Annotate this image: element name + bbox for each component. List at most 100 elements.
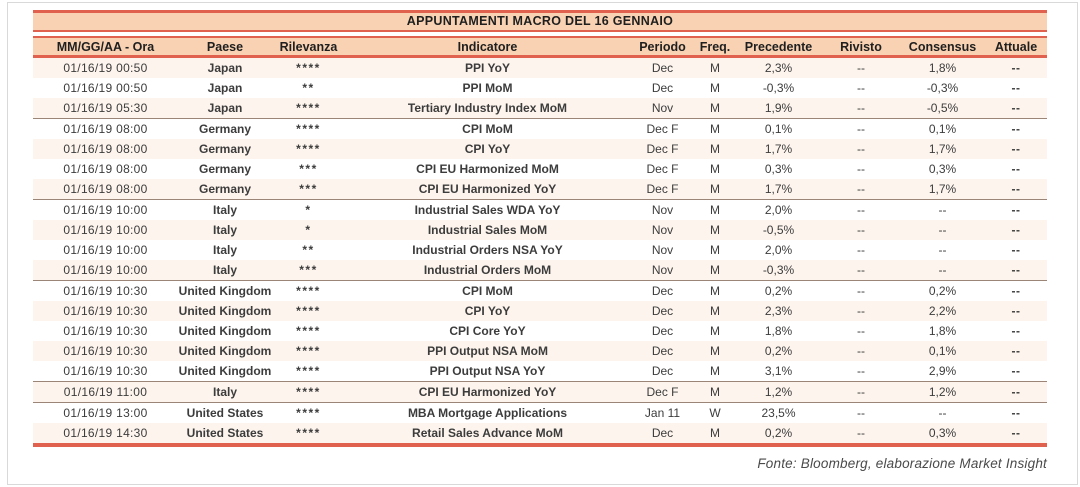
table-row: 01/16/19 10:30 United Kingdom **** PPI Outp…	[33, 361, 1047, 382]
cell-actual: --	[1011, 304, 1021, 318]
cell-revised: --	[857, 203, 865, 217]
cell-revised: --	[857, 162, 865, 176]
cell-freq: M	[710, 122, 720, 136]
cell-country: Italy	[178, 381, 272, 403]
cell-country: Germany	[198, 122, 252, 136]
cell-relevance: ***	[299, 162, 318, 176]
column-header-actual: Attuale	[985, 36, 1047, 58]
cell-relevance: ****	[296, 284, 321, 298]
cell-country: Japan	[207, 81, 243, 95]
cell-period: Dec	[651, 284, 674, 298]
table-header: MM/GG/AA - Ora Paese Rilevanza Indicatore Pe…	[33, 36, 1047, 58]
cell-revised: --	[822, 179, 900, 200]
cell-indicator: PPI Output NSA YoY	[345, 361, 630, 382]
cell-previous: 0,2%	[764, 284, 793, 298]
cell-previous: 1,7%	[764, 142, 793, 156]
cell-consensus: 2,2%	[928, 304, 957, 318]
cell-datetime: 01/16/19 05:30	[33, 98, 178, 119]
cell-previous: 1,9%	[735, 98, 822, 119]
cell-datetime: 01/16/19 10:30	[63, 284, 148, 298]
cell-indicator: CPI YoY	[464, 304, 511, 318]
table-title: APPUNTAMENTI MACRO DEL 16 GENNAIO	[406, 14, 674, 28]
table-row: 01/16/19 08:00 Germany **** CPI MoM Dec F M 0,…	[33, 119, 1047, 140]
table-row: 01/16/19 10:30 United Kingdom **** CPI YoY D…	[33, 301, 1047, 321]
cell-actual: --	[985, 179, 1047, 200]
cell-relevance: ****	[296, 142, 321, 156]
cell-actual: --	[1011, 81, 1021, 95]
cell-freq: M	[710, 142, 720, 156]
cell-previous: 2,0%	[764, 243, 793, 257]
cell-previous: 1,2%	[735, 381, 822, 403]
cell-relevance: ****	[296, 426, 321, 440]
cell-consensus: 0,1%	[928, 122, 957, 136]
cell-period: Dec F	[646, 162, 679, 176]
table-title-band: APPUNTAMENTI MACRO DEL 16 GENNAIO	[33, 10, 1047, 32]
cell-consensus: 0,3%	[928, 426, 957, 440]
cell-period: Dec	[651, 61, 674, 75]
cell-actual: --	[985, 381, 1047, 403]
cell-freq: M	[710, 304, 720, 318]
cell-relevance: ****	[296, 344, 321, 358]
cell-revised: --	[857, 81, 865, 95]
cell-relevance: ****	[272, 98, 345, 119]
cell-consensus: --	[938, 223, 947, 237]
cell-previous: 23,5%	[761, 406, 796, 420]
cell-indicator: PPI Output NSA MoM	[427, 344, 548, 358]
cell-period: Nov	[630, 98, 695, 119]
column-header-country: Paese	[178, 36, 272, 58]
cell-consensus: 1,7%	[928, 142, 957, 156]
cell-freq: M	[710, 223, 720, 237]
cell-previous: 0,2%	[764, 426, 793, 440]
cell-freq: M	[710, 344, 720, 358]
cell-consensus: 0,1%	[928, 344, 957, 358]
cell-relevance: ****	[272, 361, 345, 382]
cell-period: Dec	[651, 344, 674, 358]
cell-indicator: Retail Sales Advance MoM	[412, 426, 563, 440]
cell-datetime: 01/16/19 10:30	[63, 324, 148, 338]
column-header-consensus: Consensus	[900, 36, 985, 58]
cell-datetime: 01/16/19 08:00	[63, 142, 148, 156]
cell-indicator: Industrial Sales MoM	[427, 223, 548, 237]
cell-revised: --	[857, 284, 865, 298]
cell-indicator: PPI YoY	[465, 61, 510, 75]
cell-period: Nov	[630, 260, 695, 281]
cell-relevance: ****	[296, 61, 321, 75]
column-header-period: Periodo	[630, 36, 695, 58]
cell-indicator: CPI YoY	[464, 142, 511, 156]
macro-calendar-table: MM/GG/AA - Ora Paese Rilevanza Indicatore Pe…	[33, 36, 1047, 447]
table-row: 01/16/19 05:30 Japan **** Tertiary Industry…	[33, 98, 1047, 119]
cell-consensus: 1,2%	[900, 381, 985, 403]
cell-previous: 1,8%	[764, 324, 793, 338]
cell-consensus: 0,3%	[928, 162, 957, 176]
cell-datetime: 01/16/19 10:00	[63, 243, 148, 257]
cell-freq: W	[709, 406, 721, 420]
cell-relevance: ****	[296, 406, 321, 420]
cell-country: Italy	[212, 203, 237, 217]
table-row: 01/16/19 11:00 Italy **** CPI EU Harmonized…	[33, 381, 1047, 403]
cell-revised: --	[857, 142, 865, 156]
cell-freq: M	[710, 324, 720, 338]
cell-previous: 0,1%	[764, 122, 793, 136]
cell-actual: --	[1011, 162, 1021, 176]
cell-relevance: *	[305, 203, 312, 217]
column-header-freq: Freq.	[695, 36, 735, 58]
cell-previous: 2,3%	[764, 304, 793, 318]
cell-actual: --	[1011, 284, 1021, 298]
cell-consensus: -0,5%	[900, 98, 985, 119]
cell-period: Nov	[651, 243, 674, 257]
cell-previous: 0,2%	[764, 344, 793, 358]
cell-previous: -0,5%	[762, 223, 795, 237]
cell-previous: 1,7%	[735, 179, 822, 200]
cell-period: Dec	[630, 361, 695, 382]
table-row: 01/16/19 10:30 United Kingdom **** PPI Outp…	[33, 341, 1047, 361]
source-note: Fonte: Bloomberg, elaborazione Market In…	[757, 456, 1047, 471]
cell-country: Germany	[198, 142, 252, 156]
column-header-previous: Precedente	[735, 36, 822, 58]
table-header-row: MM/GG/AA - Ora Paese Rilevanza Indicatore Pe…	[33, 36, 1047, 58]
cell-period: Nov	[651, 203, 674, 217]
cell-indicator: PPI MoM	[462, 81, 513, 95]
cell-freq: M	[695, 260, 735, 281]
cell-country: Germany	[178, 179, 272, 200]
cell-period: Dec F	[646, 142, 679, 156]
cell-consensus: --	[938, 406, 947, 420]
